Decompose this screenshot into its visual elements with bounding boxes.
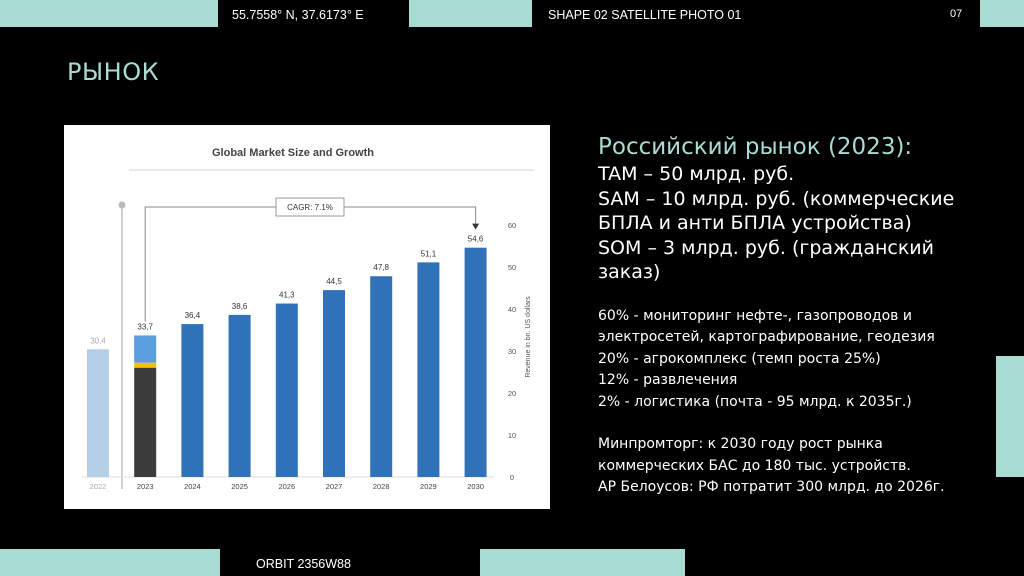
segment-line: 60% - мониторинг нефте-, газопроводов и [598, 307, 912, 324]
x-tick-label: 2026 [278, 482, 295, 491]
tam-line: TAM – 50 млрд. руб. [598, 163, 795, 185]
bar-2025 [228, 314, 251, 477]
segment-line: 2% - логистика (почта - 95 млрд. к 2035г… [598, 393, 912, 410]
x-tick-label: 2024 [184, 482, 201, 491]
footer-accent-left [0, 549, 220, 576]
sam-line-cont: БПЛА и анти БПЛА устройства) [598, 212, 912, 234]
coordinates-label: 55.7558° N, 37.6173° E [232, 8, 364, 22]
bar-2030 [464, 247, 487, 477]
bar-2029 [417, 262, 440, 477]
value-label: 47,8 [373, 263, 389, 272]
market-chart-svg: Global Market Size and Growth 30,4 2022 33… [82, 147, 534, 491]
sam-line: SAM – 10 млрд. руб. (коммерческие [598, 187, 955, 210]
cagr-label: CAGR: 7.1% [287, 203, 333, 212]
x-tick-label: 2022 [90, 482, 107, 491]
note-line: АР Белоусов: РФ потратит 300 млрд. до 20… [598, 479, 945, 495]
value-label: 30,4 [90, 336, 106, 345]
slide-title: РЫНОК [67, 58, 160, 86]
market-chart: Global Market Size and Growth 30,4 2022 33… [64, 125, 550, 509]
bar-2028 [370, 276, 393, 477]
x-tick-label: 2029 [420, 482, 437, 491]
note-line: Минпромторг: к 2030 году рост рынка [598, 436, 883, 452]
bar-2023-lower [134, 367, 157, 477]
value-label: 54,6 [468, 235, 484, 244]
x-tick-label: 2025 [231, 482, 248, 491]
segment-line: 12% - развлечения [598, 372, 738, 388]
value-label: 36,4 [185, 311, 201, 320]
y-axis-label: Revenue in bn. US dollars [525, 296, 532, 378]
header-accent-left [0, 0, 218, 27]
timeline-dot [118, 201, 126, 209]
segment-line: электросетей, картографирование, геодези… [598, 329, 935, 345]
page-number: 07 [950, 8, 963, 20]
x-tick-label: 2028 [373, 482, 390, 491]
y-tick-label: 20 [508, 389, 516, 398]
footer-accent-right [480, 549, 685, 576]
value-label: 38,6 [232, 302, 248, 311]
y-tick-label: 0 [510, 473, 514, 482]
shape-label: SHAPE 02 SATELLITE PHOTO 01 [548, 8, 742, 22]
y-tick-label: 60 [508, 221, 516, 230]
market-info: Российский рынок (2023): TAM – 50 млрд. … [598, 132, 988, 499]
segment-line: 20% - агрокомплекс (темп роста 25%) [598, 350, 881, 367]
som-line: SOM – 3 млрд. руб. (гражданский [598, 236, 935, 259]
value-label: 41,3 [279, 291, 295, 300]
value-label: 44,5 [326, 277, 342, 286]
y-tick-label: 50 [508, 263, 516, 272]
value-label: 51,1 [421, 249, 437, 258]
value-label: 33,7 [137, 322, 153, 331]
y-tick-label: 10 [508, 431, 516, 440]
y-tick-label: 40 [508, 305, 516, 314]
header-accent-right [980, 0, 1024, 27]
som-line-cont: заказ) [598, 261, 661, 283]
note-line: коммерческих БАС до 180 тыс. устройств. [598, 457, 911, 474]
header-accent-mid [409, 0, 532, 27]
bar-2026 [275, 303, 298, 477]
side-accent [996, 356, 1024, 477]
bar-2023-middle [134, 362, 157, 368]
chart-title: Global Market Size and Growth [212, 147, 374, 159]
x-tick-label: 2030 [467, 482, 484, 491]
orbit-label: ORBIT 2356W88 [256, 557, 351, 571]
bar-2023-upper [134, 335, 157, 363]
bar-2022 [87, 349, 109, 477]
market-heading: Российский рынок (2023): [598, 134, 913, 160]
cagr-box [275, 197, 345, 217]
x-tick-label: 2027 [326, 482, 343, 491]
bar-2024 [181, 324, 204, 477]
bar-2027 [323, 290, 345, 477]
x-tick-label: 2023 [137, 482, 154, 491]
cagr-arrow [472, 223, 480, 230]
y-tick-label: 30 [508, 347, 516, 356]
